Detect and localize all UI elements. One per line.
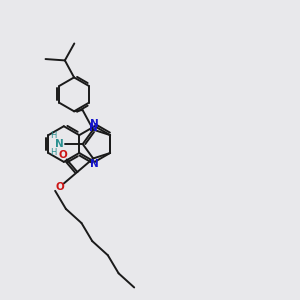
- Text: H: H: [50, 148, 57, 157]
- Text: O: O: [59, 150, 68, 161]
- Text: O: O: [55, 182, 64, 192]
- Text: N: N: [90, 119, 99, 129]
- Text: N: N: [89, 123, 98, 133]
- Text: N: N: [55, 139, 64, 149]
- Text: N: N: [90, 159, 99, 169]
- Text: H: H: [50, 131, 57, 140]
